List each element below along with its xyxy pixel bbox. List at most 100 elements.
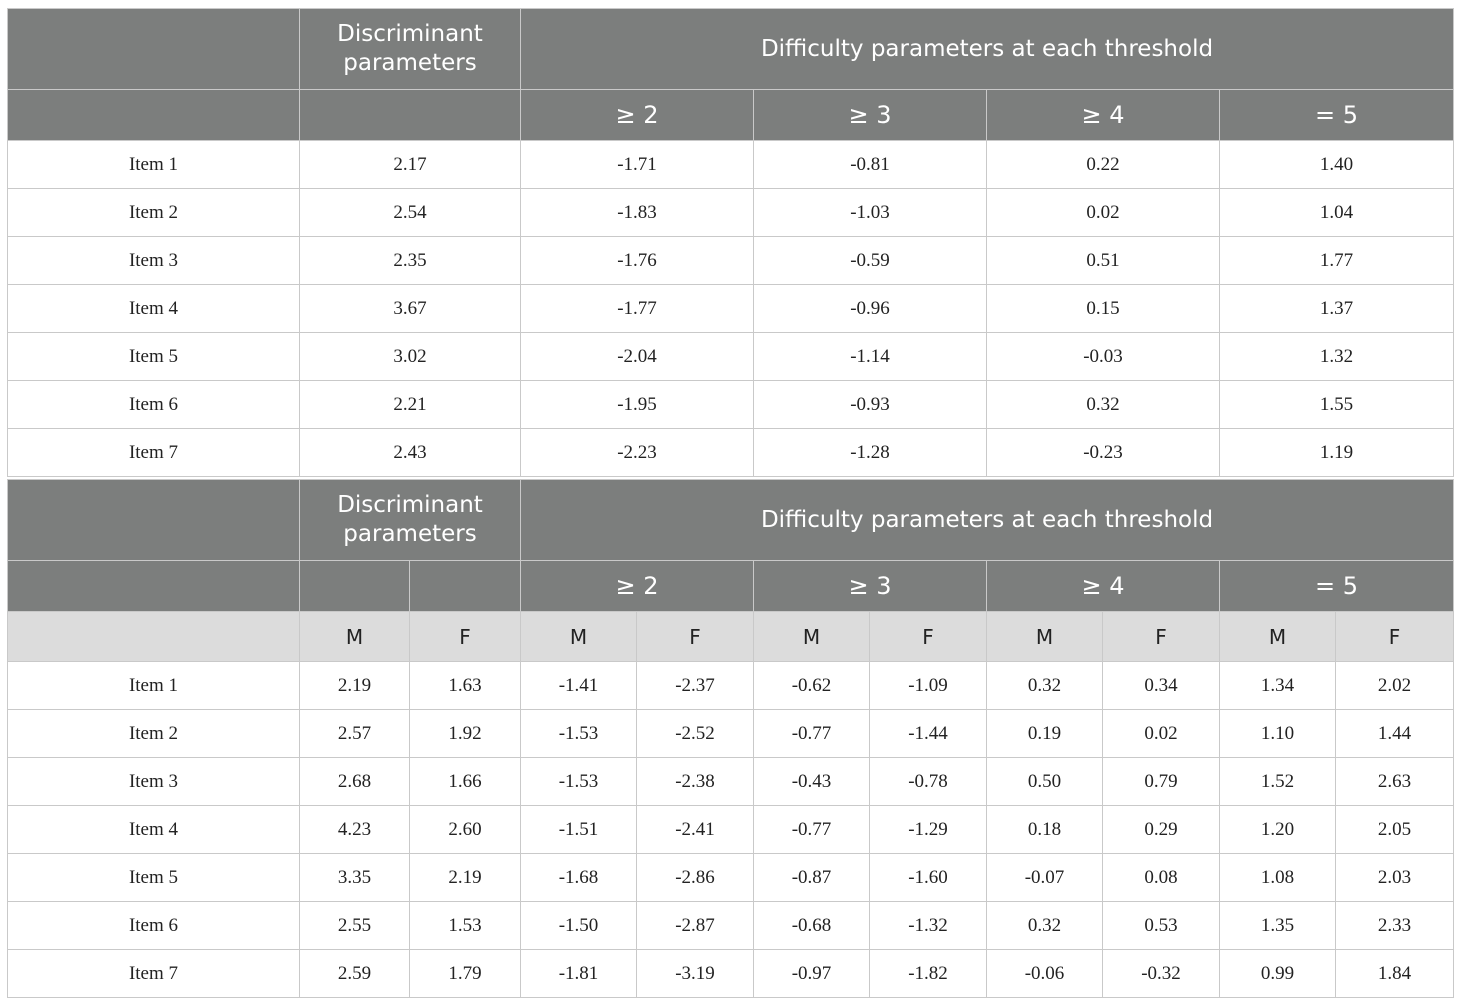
difficulty-value: 0.99: [1219, 949, 1337, 998]
discriminant-value: 2.54: [299, 188, 521, 237]
sex-header-female: F: [636, 611, 755, 662]
difficulty-value: -1.82: [869, 949, 988, 998]
difficulty-value: -1.14: [753, 332, 987, 381]
sex-header-male: M: [986, 611, 1104, 662]
difficulty-value: 1.32: [1218, 332, 1455, 381]
difficulty-value: 0.29: [1102, 805, 1221, 854]
difficulty-value: -1.60: [869, 853, 988, 902]
sex-header-male: M: [299, 611, 410, 662]
difficulty-value: -0.93: [753, 380, 987, 429]
discriminant-value: 2.68: [299, 757, 410, 806]
difficulty-value: 0.32: [986, 661, 1104, 710]
difficulty-value: 0.79: [1102, 757, 1221, 806]
table-row: Item 5 3.35 2.19 -1.68 -2.86 -0.87 -1.60 -0.07 0…: [7, 853, 1455, 902]
discriminant-value: 3.02: [299, 332, 521, 381]
item-label: Item 4: [7, 284, 300, 333]
difficulty-value: -0.87: [753, 853, 871, 902]
table-row: Item 5 3.02 -2.04 -1.14 -0.03 1.32: [7, 332, 1455, 381]
item-label: Item 3: [7, 236, 300, 285]
table-row: Item 1 2.19 1.63 -1.41 -2.37 -0.62 -1.09 0.32 0.…: [7, 661, 1455, 710]
difficulty-value: -1.76: [520, 236, 754, 285]
difficulty-value: -0.97: [753, 949, 871, 998]
discriminant-value: 1.92: [408, 709, 522, 758]
item-label: Item 7: [7, 428, 300, 477]
item-label: Item 6: [7, 901, 300, 950]
difficulty-value: -1.68: [520, 853, 638, 902]
difficulty-value: -2.41: [636, 805, 755, 854]
item-label: Item 6: [7, 380, 300, 429]
difficulty-value: -3.19: [636, 949, 755, 998]
difficulty-value: 0.08: [1102, 853, 1221, 902]
item-label: Item 1: [7, 140, 300, 189]
header-difficulty: Difficulty parameters at each threshold: [519, 8, 1455, 90]
difficulty-value: -0.59: [753, 236, 987, 285]
difficulty-value: -0.23: [986, 428, 1220, 477]
difficulty-value: 1.20: [1219, 805, 1337, 854]
discriminant-value: 2.35: [299, 236, 521, 285]
overall-parameters-table: Discriminant parameters Difficulty param…: [7, 8, 1455, 477]
threshold-header: ≥ 3: [753, 89, 987, 141]
difficulty-value: 1.52: [1219, 757, 1337, 806]
difficulty-value: 1.04: [1218, 188, 1455, 237]
threshold-header: ≥ 3: [753, 560, 988, 612]
difficulty-value: -1.41: [520, 661, 638, 710]
header-difficulty: Difficulty parameters at each threshold: [520, 479, 1455, 561]
sex-header-male: M: [1219, 611, 1337, 662]
discriminant-value: 3.67: [299, 284, 521, 333]
difficulty-value: 1.34: [1219, 661, 1337, 710]
discriminant-value: 2.19: [299, 661, 410, 710]
table-row: Item 2 2.54 -1.83 -1.03 0.02 1.04: [7, 188, 1455, 237]
table-row: Item 4 4.23 2.60 -1.51 -2.41 -0.77 -1.29 0.18 0.…: [7, 805, 1455, 854]
table-row: Item 3 2.68 1.66 -1.53 -2.38 -0.43 -0.78 0.50 0.…: [7, 757, 1455, 806]
difficulty-value: 2.05: [1335, 805, 1455, 854]
threshold-header: = 5: [1219, 560, 1455, 612]
discriminant-value: 1.79: [408, 949, 522, 998]
table-row: Item 1 2.17 -1.71 -0.81 0.22 1.40: [7, 140, 1455, 189]
difficulty-value: -1.44: [869, 709, 988, 758]
threshold-header: ≥ 4: [986, 89, 1220, 141]
difficulty-value: -0.03: [986, 332, 1220, 381]
header-empty-cell: [299, 560, 410, 612]
table-row: Item 3 2.35 -1.76 -0.59 0.51 1.77: [7, 236, 1455, 285]
difficulty-value: 0.18: [986, 805, 1104, 854]
header-empty-cell: [7, 479, 300, 561]
header-empty-cell: [7, 611, 300, 662]
difficulty-value: 1.84: [1335, 949, 1455, 998]
difficulty-value: -2.86: [636, 853, 755, 902]
header-empty-cell: [7, 89, 300, 141]
header-discriminant: Discriminant parameters: [299, 8, 521, 90]
difficulty-value: 2.02: [1335, 661, 1455, 710]
difficulty-value: 1.10: [1219, 709, 1337, 758]
difficulty-value: -0.78: [869, 757, 988, 806]
difficulty-value: -2.37: [636, 661, 755, 710]
difficulty-value: -2.04: [520, 332, 754, 381]
item-label: Item 3: [7, 757, 300, 806]
item-label: Item 2: [7, 709, 300, 758]
difficulty-value: -2.87: [636, 901, 755, 950]
difficulty-value: -1.28: [753, 428, 987, 477]
difficulty-value: -1.71: [520, 140, 754, 189]
header-empty-cell: [7, 8, 300, 90]
table-body: Item 1 2.19 1.63 -1.41 -2.37 -0.62 -1.09 0.32 0.…: [7, 661, 1455, 998]
sex-header-male: M: [520, 611, 638, 662]
sex-parameters-table: Discriminant parameters Difficulty param…: [7, 479, 1455, 998]
difficulty-value: -0.62: [753, 661, 871, 710]
difficulty-value: 1.44: [1335, 709, 1455, 758]
difficulty-value: -1.29: [869, 805, 988, 854]
discriminant-value: 2.17: [299, 140, 521, 189]
table-row: Item 6 2.55 1.53 -1.50 -2.87 -0.68 -1.32 0.32 0.…: [7, 901, 1455, 950]
table-row: Item 7 2.59 1.79 -1.81 -3.19 -0.97 -1.82 -0.06-…: [7, 949, 1455, 998]
header-discriminant: Discriminant parameters: [298, 479, 522, 561]
header-empty-cell: [7, 560, 300, 612]
difficulty-value: -1.83: [520, 188, 754, 237]
difficulty-value: -1.53: [520, 709, 638, 758]
header-empty-cell: [408, 560, 522, 612]
difficulty-value: -0.81: [753, 140, 987, 189]
discriminant-value: 1.63: [408, 661, 522, 710]
difficulty-value: -1.32: [869, 901, 988, 950]
item-label: Item 1: [7, 661, 300, 710]
difficulty-value: 1.77: [1218, 236, 1455, 285]
difficulty-value: 0.02: [1102, 709, 1221, 758]
difficulty-value: 0.34: [1102, 661, 1221, 710]
discriminant-value: 2.21: [299, 380, 521, 429]
